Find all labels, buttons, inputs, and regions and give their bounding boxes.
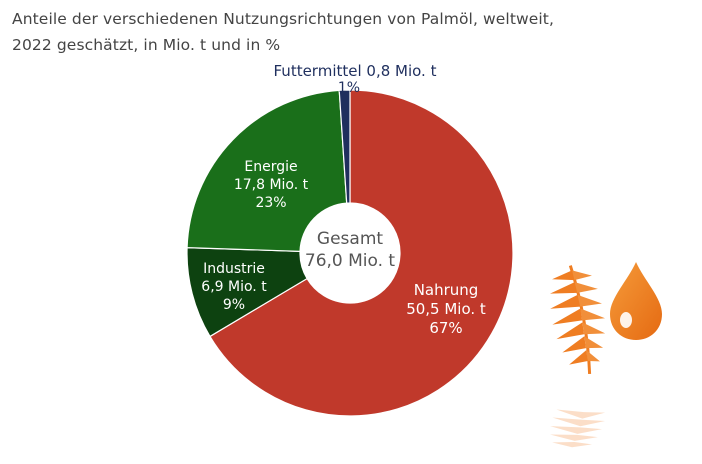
slice-percent-energie: 23% <box>255 195 286 211</box>
chart-title-line-1: Anteile der verschiedenen Nutzungsrichtu… <box>12 10 555 28</box>
slice-nahrung <box>209 89 514 417</box>
slice-label-industrie: Industrie <box>203 261 265 277</box>
oil-drop-icon <box>610 262 662 340</box>
donut-slices <box>186 89 514 417</box>
palm-leaf-icon <box>550 265 606 448</box>
slice-futtermittel <box>338 89 351 204</box>
slice-energie <box>186 89 348 252</box>
chart-title: Anteile der verschiedenen Nutzungsrichtu… <box>12 6 554 58</box>
slice-value-industrie: 6,9 Mio. t <box>201 279 267 295</box>
chart-title-line-2: 2022 geschätzt, in Mio. t und in % <box>12 36 281 54</box>
center-label-total: Gesamt <box>317 229 383 249</box>
slice-value-energie: 17,8 Mio. t <box>234 177 309 193</box>
slice-label-nahrung: Nahrung <box>414 281 479 299</box>
slice-value-nahrung: 50,5 Mio. t <box>406 300 486 318</box>
slice-percent-nahrung: 67% <box>429 319 462 337</box>
slice-label-energie: Energie <box>244 159 297 175</box>
center-label-total-value: 76,0 Mio. t <box>305 251 396 271</box>
slice-percent-industrie: 9% <box>223 297 245 313</box>
slice-label-futtermittel: Futtermittel 0,8 Mio. t <box>274 62 437 80</box>
slice-percent-futtermittel: 1% <box>338 80 360 96</box>
